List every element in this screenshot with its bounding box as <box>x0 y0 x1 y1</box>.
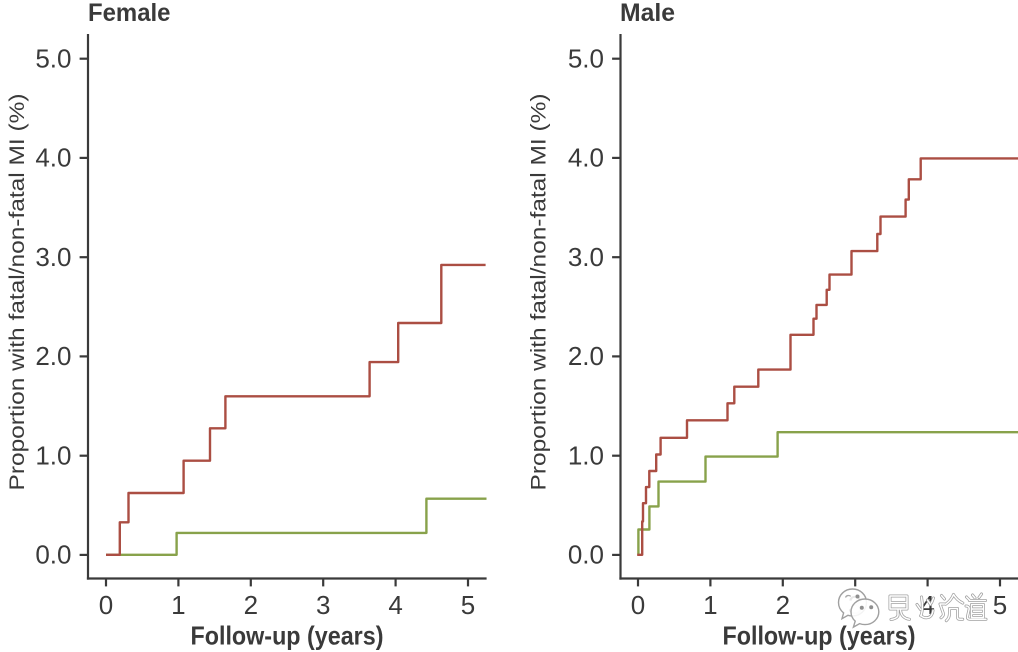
svg-text:3: 3 <box>316 590 330 620</box>
svg-text:Proportion with fatal/non-fata: Proportion with fatal/non-fatal MI (%) <box>6 94 29 491</box>
svg-text:Follow-up (years): Follow-up (years) <box>191 621 384 651</box>
svg-text:Male: Male <box>620 0 675 27</box>
svg-text:3.0: 3.0 <box>35 242 71 272</box>
svg-text:5: 5 <box>993 590 1007 620</box>
svg-text:0.0: 0.0 <box>35 540 71 570</box>
svg-text:1: 1 <box>171 590 185 620</box>
svg-text:1: 1 <box>703 590 717 620</box>
svg-text:5.0: 5.0 <box>568 44 604 74</box>
svg-text:3.0: 3.0 <box>568 242 604 272</box>
svg-text:Female: Female <box>88 0 171 27</box>
svg-text:1.0: 1.0 <box>35 441 71 471</box>
svg-text:4.0: 4.0 <box>568 143 604 173</box>
svg-text:2: 2 <box>244 590 258 620</box>
svg-text:2.0: 2.0 <box>35 341 71 371</box>
svg-text:2.0: 2.0 <box>568 341 604 371</box>
svg-text:2: 2 <box>776 590 790 620</box>
svg-text:4.0: 4.0 <box>35 143 71 173</box>
svg-text:0.0: 0.0 <box>568 540 604 570</box>
svg-text:1.0: 1.0 <box>568 441 604 471</box>
svg-text:Proportion with fatal/non-fata: Proportion with fatal/non-fatal MI (%) <box>528 94 551 491</box>
svg-text:Follow-up (years): Follow-up (years) <box>723 621 916 651</box>
svg-text:0: 0 <box>631 590 645 620</box>
svg-text:0: 0 <box>99 590 113 620</box>
svg-text:5.0: 5.0 <box>35 44 71 74</box>
svg-text:4: 4 <box>388 590 402 620</box>
svg-text:5: 5 <box>461 590 475 620</box>
